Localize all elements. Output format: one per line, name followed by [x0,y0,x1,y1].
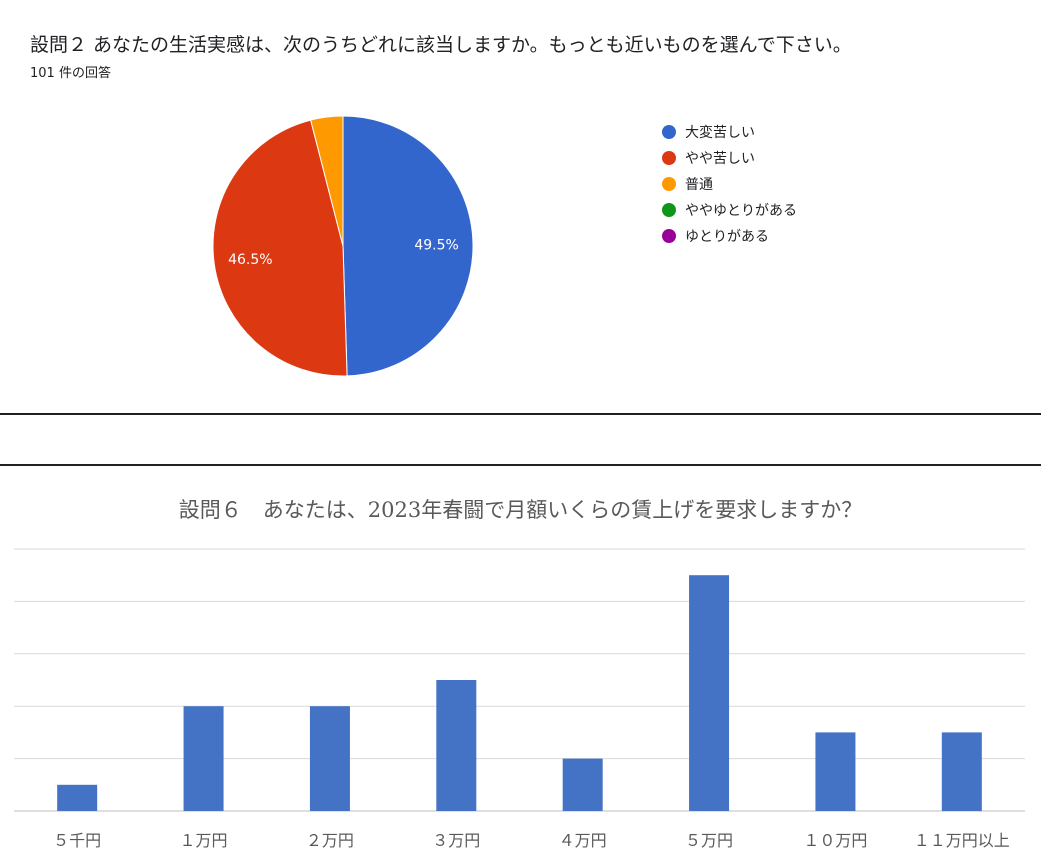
pie-chart: 49.5% 46.5% [212,115,474,377]
x-tick-label: ２万円 [306,831,354,850]
bar [815,732,856,811]
legend-label: やや苦しい [685,151,755,167]
bar-chart-title: 設問６ あなたは、2023年春闘で月額いくらの賃上げを要求しますか？ [178,498,863,522]
legend-swatch [662,125,676,139]
section-divider [0,413,1041,415]
legend-item: やや苦しい [662,145,797,171]
bar [689,575,730,811]
legend-label: 普通 [685,177,713,193]
legend-item: ゆとりがある [662,223,797,249]
x-tick-label: ３万円 [432,831,480,850]
legend-label: ゆとりがある [685,229,769,245]
legend-label: ややゆとりがある [685,203,797,219]
legend-swatch [662,151,676,165]
legend-item: 普通 [662,171,797,197]
x-tick-label: ４万円 [559,831,607,850]
pie-legend: 大変苦しいやや苦しい普通ややゆとりがある ゆとりがある [662,119,797,249]
x-tick-label: １１万円以上 [914,831,1010,850]
question-title: 設問２ あなたの生活実感は、次のうちどれに該当しますか。もっとも近いものを選んで… [30,34,852,56]
legend-item: ややゆとりがある [662,197,797,223]
bar [562,758,603,811]
bar [941,732,982,811]
pie-slice-label: 46.5% [228,252,272,268]
pie-slice [212,119,348,377]
legend-item: 大変苦しい [662,119,797,145]
x-tick-label: １万円 [180,831,228,850]
bar [57,784,98,811]
bar [183,706,224,811]
pie-slice [342,115,474,377]
bar [436,680,477,811]
legend-swatch [662,203,676,217]
legend-swatch [662,177,676,191]
x-tick-label: ５万円 [685,831,733,850]
section-divider [0,464,1041,466]
pie-slice-label: 49.5% [414,238,458,254]
x-tick-label: ５千円 [53,831,101,850]
bar [309,706,350,811]
legend-label: 大変苦しい [685,125,755,141]
response-count: 101 件の回答 [30,66,111,81]
legend-swatch [662,229,676,243]
x-tick-label: １０万円 [803,831,867,850]
pie-slice [310,115,344,247]
